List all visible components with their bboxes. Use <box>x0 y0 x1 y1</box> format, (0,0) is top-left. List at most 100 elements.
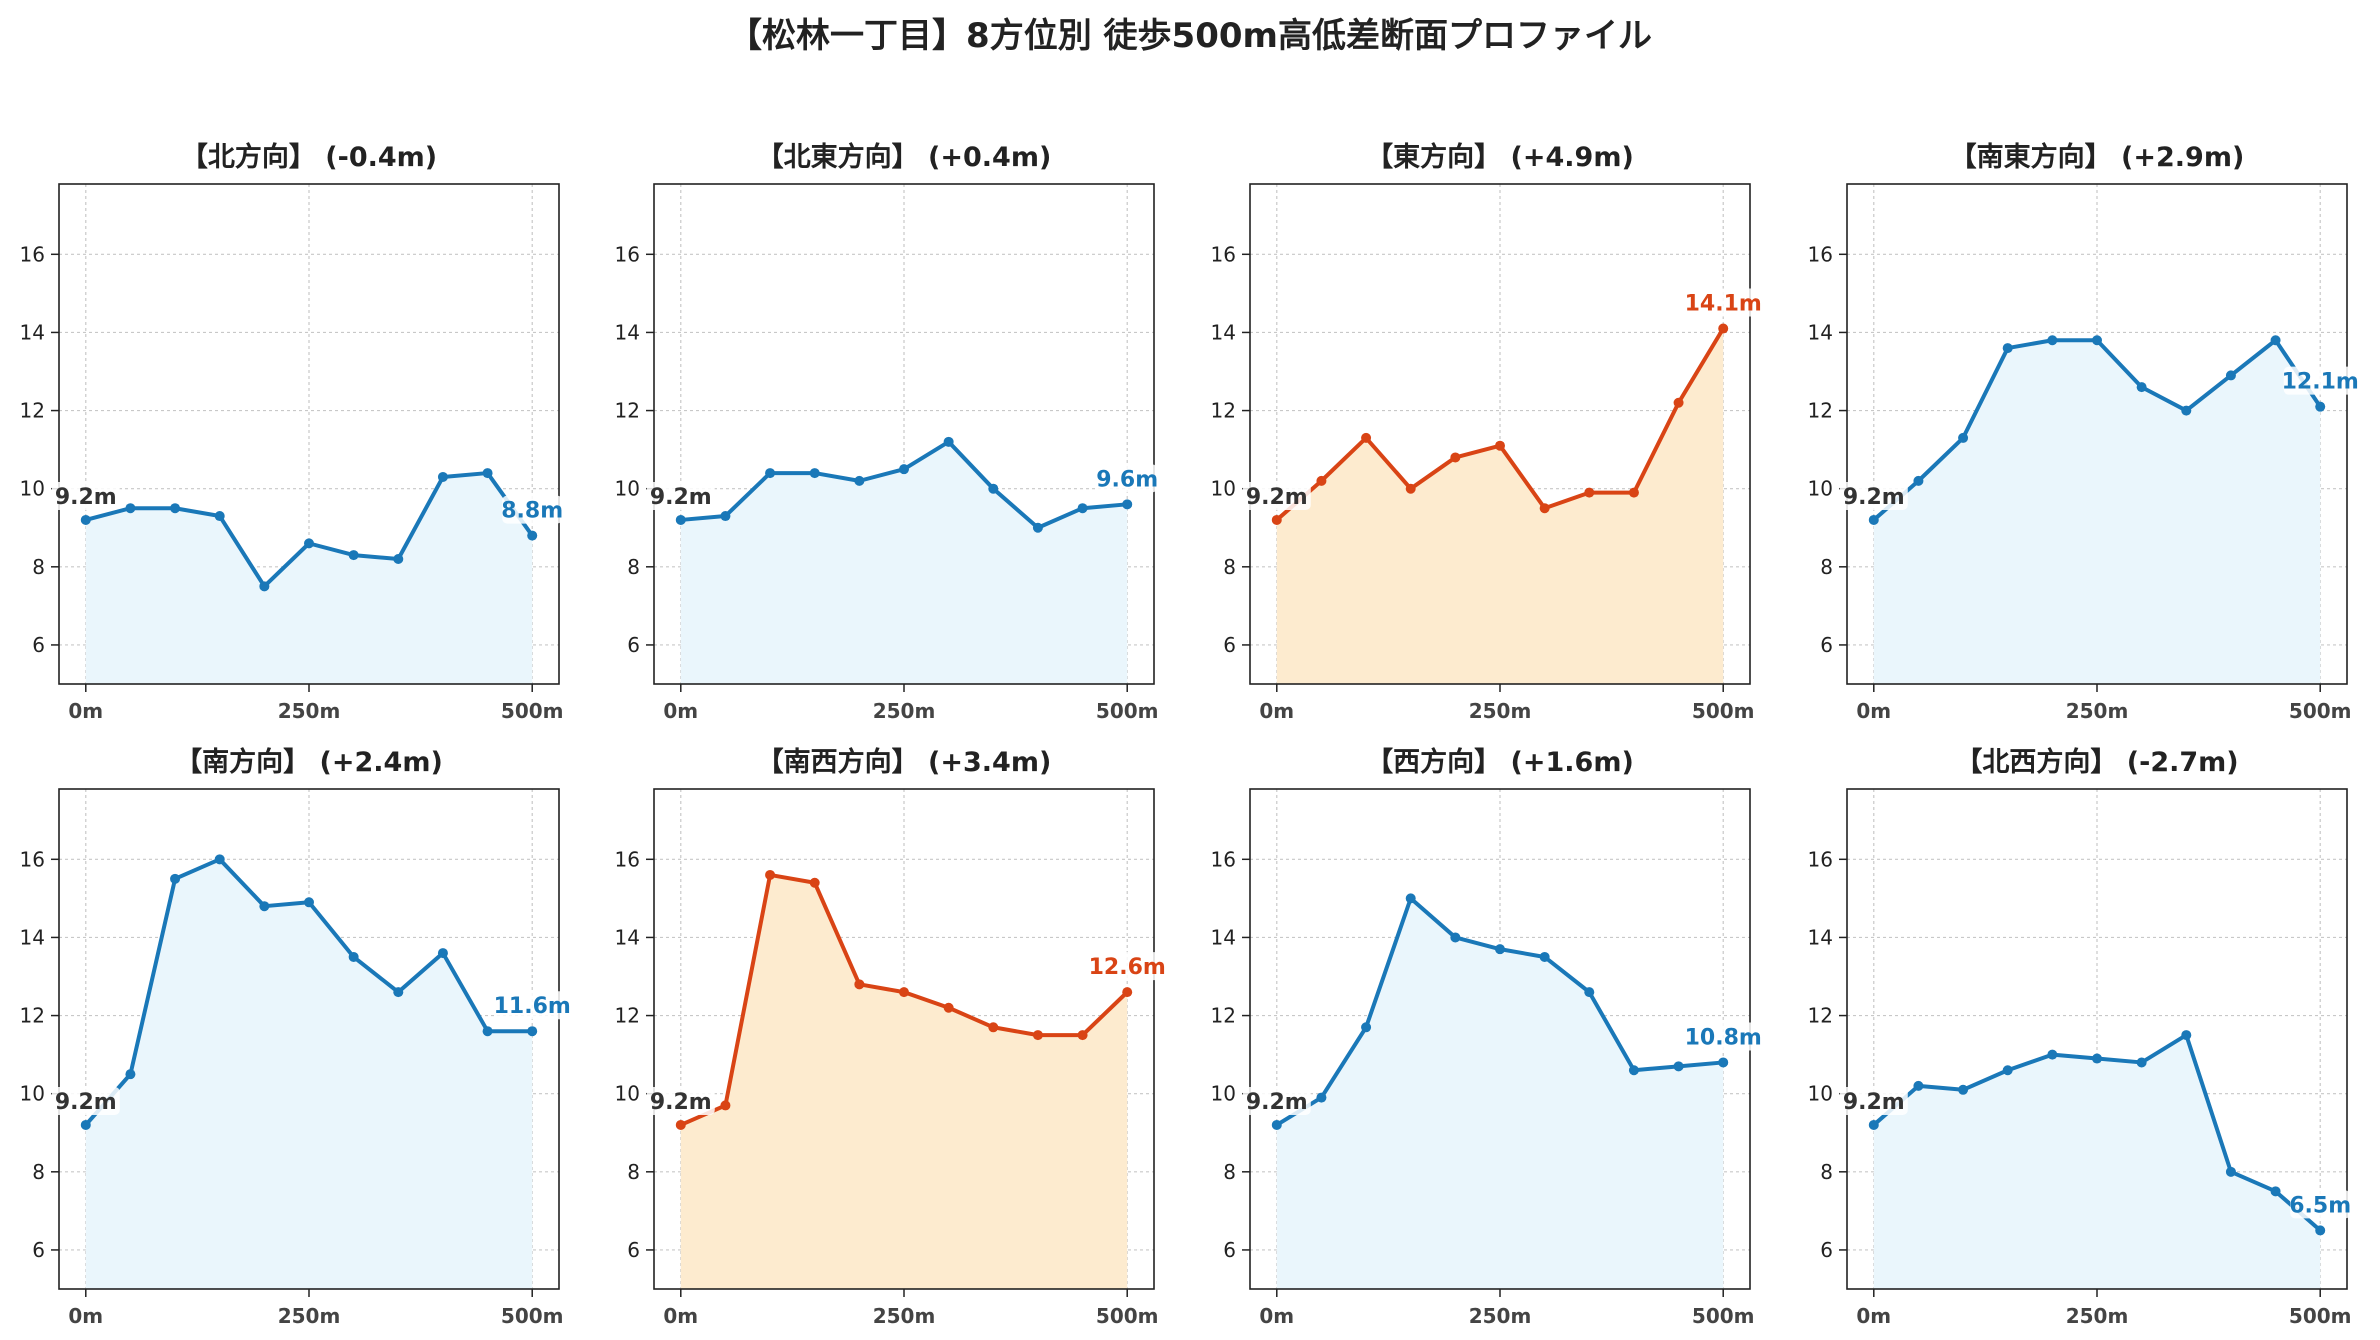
data-point <box>1405 893 1416 904</box>
chart-panel-7: 【西方向】 (+1.6m) 6 8 10 12 14 16 0m 250m 500m 9.2m 10.… <box>1211 746 1762 1328</box>
y-tick-label: 6 <box>1820 1238 1833 1262</box>
data-point <box>80 514 91 525</box>
x-tick-label: 250m <box>873 1304 936 1328</box>
data-point <box>765 869 776 880</box>
y-tick-label: 10 <box>1808 477 1833 501</box>
y-tick-label: 16 <box>1808 847 1833 871</box>
chart-panel-5: 【南方向】 (+2.4m) 6 8 10 12 14 16 0m 250m 500m 9.2m 11.… <box>20 746 571 1328</box>
panel-title: 【東方向】 (+4.9m) <box>1366 141 1634 173</box>
x-tick-label: 0m <box>68 699 103 723</box>
data-point <box>1405 483 1416 494</box>
data-point <box>2270 335 2281 346</box>
data-point <box>2225 1166 2236 1177</box>
data-point <box>527 1026 538 1037</box>
y-tick-label: 16 <box>1211 242 1236 266</box>
chart-panel-8: 【北西方向】 (-2.7m) 6 8 10 12 14 16 0m 250m 500m 9.2m 6.… <box>1808 746 2352 1328</box>
end-elevation-label: 11.6m <box>494 994 571 1019</box>
panel-title: 【北東方向】 (+0.4m) <box>757 141 1052 173</box>
y-tick-label: 16 <box>20 242 45 266</box>
data-point <box>1958 1084 1969 1095</box>
data-point <box>2002 1065 2013 1076</box>
data-point <box>2315 1225 2326 1236</box>
y-tick-label: 12 <box>1808 1004 1833 1028</box>
data-point <box>125 1069 136 1080</box>
start-label-box <box>1839 1086 1908 1115</box>
y-tick-label: 6 <box>627 633 640 657</box>
data-point <box>1868 514 1879 525</box>
start-label-box <box>1242 1086 1311 1115</box>
data-point <box>2181 1030 2192 1041</box>
data-point <box>854 475 865 486</box>
panel-title: 【西方向】 (+1.6m) <box>1366 746 1634 778</box>
y-tick-label: 8 <box>627 555 640 579</box>
data-point <box>2136 1057 2147 1068</box>
end-label-box <box>1686 288 1760 317</box>
y-tick-label: 6 <box>1223 1238 1236 1262</box>
y-tick-label: 12 <box>1211 399 1236 423</box>
data-point <box>1450 452 1461 463</box>
data-point <box>1718 323 1729 334</box>
data-point <box>482 1026 493 1037</box>
data-point <box>259 581 270 592</box>
end-elevation-label: 6.5m <box>2289 1193 2351 1218</box>
y-tick-label: 10 <box>1211 477 1236 501</box>
y-tick-label: 6 <box>1820 633 1833 657</box>
data-point <box>214 854 225 865</box>
y-tick-label: 8 <box>1223 1160 1236 1184</box>
x-tick-label: 0m <box>1856 1304 1891 1328</box>
end-label-box <box>1686 1022 1760 1051</box>
area-fill <box>680 441 1128 684</box>
y-tick-label: 14 <box>20 320 45 344</box>
data-point <box>2047 335 2058 346</box>
x-tick-label: 500m <box>501 699 564 723</box>
data-point <box>348 951 359 962</box>
y-tick-label: 12 <box>615 1004 640 1028</box>
data-point <box>1316 1092 1327 1103</box>
data-point <box>2002 343 2013 354</box>
end-elevation-label: 9.6m <box>1096 467 1158 492</box>
end-label-box <box>2290 1190 2351 1219</box>
x-tick-label: 250m <box>278 1304 341 1328</box>
y-tick-label: 14 <box>615 320 640 344</box>
chart-panel-1: 【北方向】 (-0.4m) 6 8 10 12 14 16 0m 250m 500m 9.2m 8.8… <box>20 141 564 723</box>
data-point <box>2225 370 2236 381</box>
start-label-box <box>1839 481 1908 510</box>
start-elevation-label: 9.2m <box>1843 485 1905 510</box>
x-tick-label: 500m <box>2289 699 2352 723</box>
data-point <box>1032 1030 1043 1041</box>
data-point <box>170 503 181 514</box>
data-point <box>1495 440 1505 451</box>
data-point <box>943 436 954 447</box>
data-point <box>1539 503 1550 514</box>
x-tick-label: 250m <box>278 699 341 723</box>
figure-title: 【松林一丁目】8方位別 徒歩500m高低差断面プロファイル <box>728 16 1652 56</box>
y-tick-label: 10 <box>20 1082 45 1106</box>
y-tick-label: 10 <box>1808 1082 1833 1106</box>
y-tick-label: 16 <box>20 847 45 871</box>
data-point <box>125 503 136 514</box>
y-tick-label: 8 <box>1820 1160 1833 1184</box>
x-tick-label: 0m <box>663 699 698 723</box>
data-point <box>1628 487 1639 498</box>
data-point <box>1958 432 1969 443</box>
x-tick-label: 0m <box>1259 699 1294 723</box>
start-label-box <box>1242 481 1311 510</box>
y-tick-label: 16 <box>1211 847 1236 871</box>
start-label-box <box>51 481 120 510</box>
y-tick-label: 16 <box>1808 242 1833 266</box>
data-point <box>899 464 909 475</box>
y-tick-label: 12 <box>1211 1004 1236 1028</box>
y-tick-label: 10 <box>615 1082 640 1106</box>
x-tick-label: 250m <box>2066 1304 2129 1328</box>
start-elevation-label: 9.2m <box>55 1090 117 1115</box>
end-label-box <box>1097 464 1158 493</box>
panel-title: 【南東方向】 (+2.9m) <box>1950 141 2245 173</box>
data-point <box>720 1100 731 1111</box>
data-point <box>393 554 404 564</box>
end-label-box <box>502 495 563 524</box>
data-point <box>1316 475 1327 486</box>
data-point <box>2092 1053 2102 1064</box>
y-tick-label: 14 <box>1808 320 1833 344</box>
y-tick-label: 8 <box>1820 555 1833 579</box>
